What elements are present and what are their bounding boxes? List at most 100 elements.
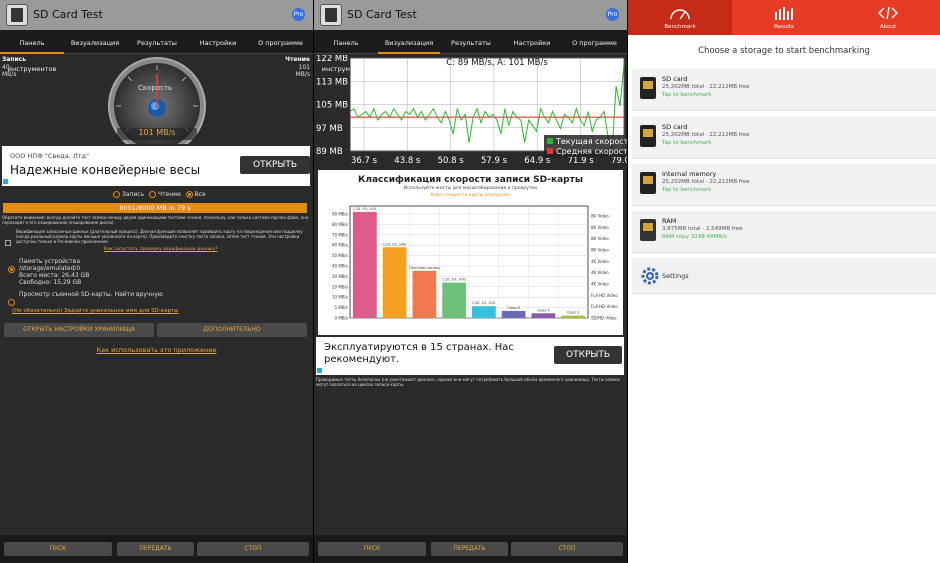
device-storage-radio[interactable] (8, 259, 15, 278)
x-tick-label: 50.8 s (438, 156, 465, 166)
start-button[interactable]: ПУСК (318, 542, 426, 556)
sd-browse-label[interactable]: Просмотр съемной SD-карты. Найти вручную (19, 291, 163, 298)
safety-footnote: Проводимые тесты безопасны (не уничтожаю… (316, 377, 620, 387)
storage-info: 25,202MB total · 22,212MB free (662, 84, 750, 90)
sd-browse-radio[interactable] (8, 292, 15, 311)
share-button[interactable]: ПЕРЕДАТЬ (431, 542, 508, 556)
tab-results[interactable]: Результаты (137, 39, 177, 47)
ad-banner[interactable]: ООО НПФ "Сведа. Лтд" Надежные конвейерны… (2, 146, 310, 186)
ram-icon (640, 219, 656, 241)
app-title: SD Card Test (33, 8, 103, 21)
speed-gauge (108, 57, 206, 144)
legend-average-swatch (547, 148, 553, 154)
storage-item-ram[interactable]: RAM 3,875MB total · 2,549MB free RAM cop… (632, 211, 936, 253)
bottom-nav: Benchmark Results About (628, 0, 940, 35)
mode-read-radio[interactable] (149, 191, 157, 198)
ad-headline: Надежные конвейерные весы (10, 163, 201, 177)
nav-results-label: Results (774, 24, 794, 30)
how-to-use-link[interactable]: Как использовать это приложение (96, 346, 217, 354)
bar-label: Типичная запись (408, 266, 440, 270)
nav-about[interactable]: About (836, 0, 940, 35)
share-button[interactable]: ПЕРЕДАТЬ (117, 542, 194, 556)
ad-open-button[interactable]: ОТКРЫТЬ (554, 346, 622, 364)
bar-y-tick-label: 40 MB/s (332, 264, 348, 269)
legend-average-label: Средняя скорость (556, 147, 627, 156)
bar-y-tick-label: 70 MB/s (332, 232, 348, 237)
class-chart-title: Классификация скорости записи SD-карты (358, 175, 583, 185)
device-storage-path: /storage/emulated/0 (19, 265, 81, 272)
sd-card-icon (640, 77, 656, 99)
bar-label: C10, U1, V10 (472, 301, 495, 305)
bar-chart-icon (775, 7, 793, 20)
bar-3 (412, 270, 437, 318)
write-value: 40 MB/s (2, 64, 17, 78)
bar-y-tick-label: 80 MB/s (332, 222, 348, 227)
storage-item-sd-card[interactable]: SD card 25,202MB total · 22,212MB free T… (632, 69, 936, 111)
nav-results[interactable]: Results (732, 0, 836, 35)
read-value: 101 MB/s (295, 64, 310, 78)
mode-write-radio[interactable] (113, 191, 120, 198)
class-chart-note: Класс скорости карты определён (430, 193, 511, 198)
bar-right-tick-label: Full HD Video (591, 304, 618, 309)
x-tick-label: 64.9 s (524, 156, 551, 166)
ad-choices-icon[interactable] (317, 368, 322, 373)
speed-line-chart: 122 MB 113 MB 105 MB 97 MB 89 MB 36.7 s 43.8 s… (316, 55, 627, 166)
bar-right-tick-label: 8K Video (591, 225, 609, 230)
tab-visualization[interactable]: Визуализация (378, 30, 440, 54)
tab-dashboard[interactable]: Панель инструментов (321, 39, 371, 73)
storage-item-internal-memory[interactable]: Internal memory 25,202MB total · 22,212M… (632, 164, 936, 206)
sd-card-app-icon (320, 4, 342, 26)
y-tick-label: 122 MB (316, 55, 348, 64)
bar-right-tick-label: Full HD Video (591, 293, 618, 298)
tab-about[interactable]: О программе (572, 39, 617, 47)
bar-label: C10, U1, V10 (353, 207, 376, 211)
tab-results[interactable]: Результаты (451, 39, 491, 47)
x-tick-label: 43.8 s (394, 156, 421, 166)
bar-label: Class 2 (567, 311, 580, 315)
visualization-panel: SD Card Test Pro Панель инструментов Виз… (314, 0, 627, 563)
gauge-value: 101 MB/s (138, 128, 176, 137)
write-label: Запись (2, 56, 27, 63)
mode-all-radio[interactable] (185, 191, 193, 198)
device-storage-total: Всего места: 26,43 GB (19, 272, 90, 279)
pro-badge[interactable]: Pro (606, 8, 619, 21)
bar-label: C10, U1, V60 (383, 242, 406, 246)
tab-bar: Панель инструментов Визуализация Результ… (314, 30, 627, 73)
nav-benchmark[interactable]: Benchmark (628, 0, 732, 35)
ad-choices-icon[interactable] (3, 179, 8, 184)
ad-banner[interactable]: Эксплуатируются в 15 странах. Нас рекоме… (316, 337, 624, 375)
tab-settings[interactable]: Настройки (199, 39, 237, 47)
bar-2 (382, 247, 407, 318)
tab-about[interactable]: О программе (258, 39, 303, 47)
tab-visualization[interactable]: Визуализация (70, 39, 120, 47)
app-bar: SD Card Test Pro (0, 0, 313, 30)
ad-open-button[interactable]: ОТКРЫТЬ (240, 156, 310, 174)
advanced-button[interactable]: ДОПОЛНИТЕЛЬНО (157, 323, 307, 337)
storage-item-sd-card-2[interactable]: SD card 25,202MB total · 22,212MB free T… (632, 117, 936, 159)
bar-y-tick-label: 30 MB/s (332, 274, 348, 279)
settings-item[interactable]: Settings (632, 258, 936, 294)
device-storage-info: Память устройства /storage/emulated/0 Вс… (19, 258, 89, 286)
stop-button[interactable]: СТОП (197, 542, 309, 556)
tab-settings[interactable]: Настройки (513, 39, 551, 47)
open-storage-settings-button[interactable]: ОТКРЫТЬ НАСТРОЙКИ ХРАНИЛИЩА (4, 323, 154, 337)
verify-help-link[interactable]: Как запустить проверку верификации данны… (104, 247, 218, 252)
storage-info: 25,202MB total · 22,212MB free (662, 132, 750, 138)
tab-dashboard[interactable]: Панель инструментов (0, 30, 64, 73)
y-tick-label: 89 MB (316, 147, 343, 157)
cache-notice: Обратите внимание: всегда делайте тест з… (2, 215, 309, 225)
legend-current-label: Текущая скорость (555, 137, 627, 146)
mode-read-label: Чтение (157, 191, 181, 198)
bar-right-tick-label: 8K Video (591, 248, 609, 253)
x-tick-label: 57.9 s (481, 156, 508, 166)
bar-right-tick-label: 4K Video (591, 282, 609, 287)
verify-checkbox[interactable] (5, 232, 13, 251)
start-button[interactable]: ПУСК (4, 542, 112, 556)
pro-badge[interactable]: Pro (292, 8, 305, 21)
bar-right-tick-label: 8K Video (591, 214, 609, 219)
legend-box (544, 135, 624, 157)
stop-button[interactable]: СТОП (511, 542, 623, 556)
card-name-link[interactable]: (Не обязательно) Задайте уникальное имя … (12, 308, 179, 314)
progress-text: 8001/8000 MB in 79 s (119, 204, 191, 212)
dashboard-panel: SD Card Test Pro Панель инструментов Виз… (0, 0, 313, 563)
